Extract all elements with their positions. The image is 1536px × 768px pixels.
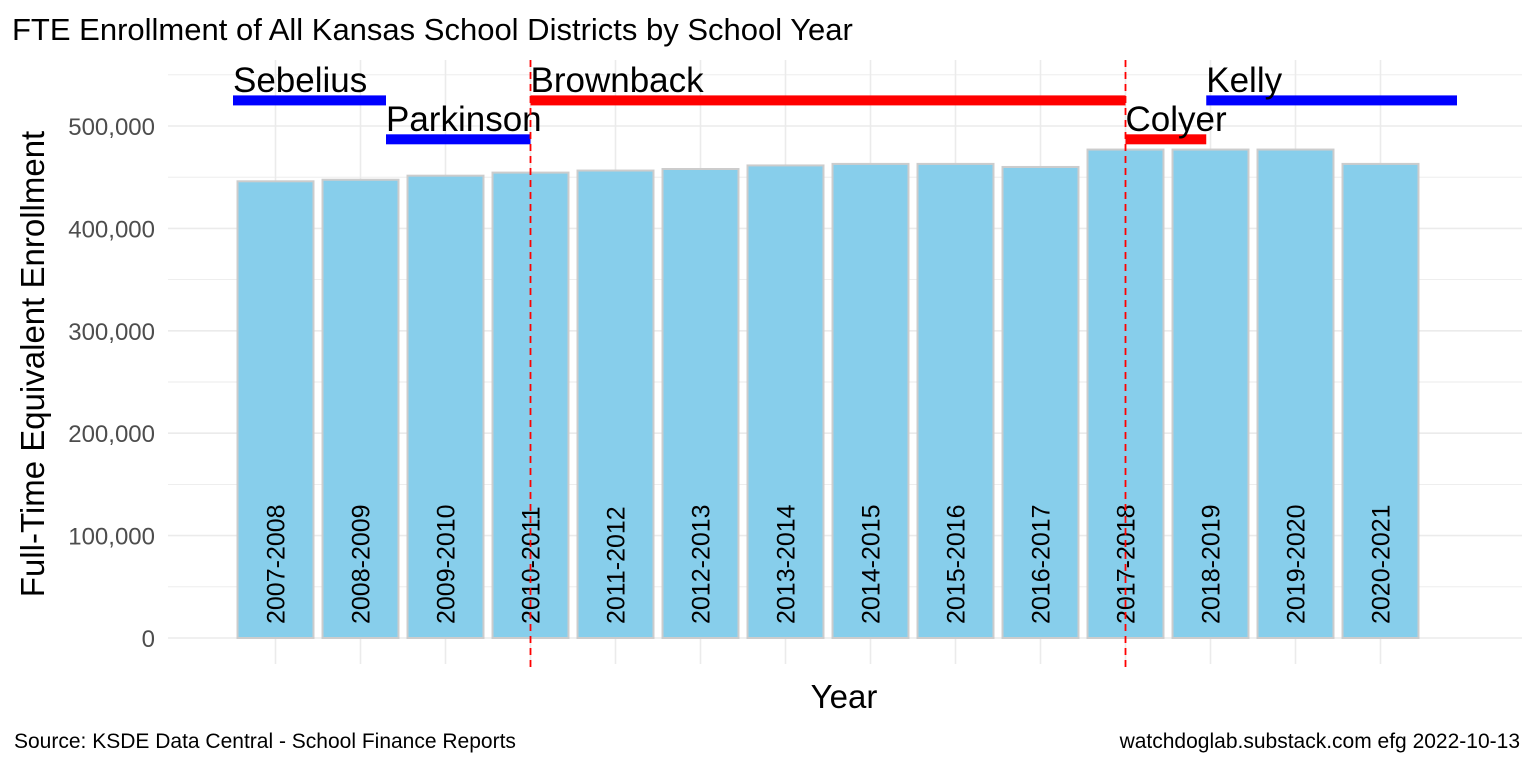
y-tick-label: 0 bbox=[142, 626, 155, 653]
bar-2012-2013 bbox=[661, 168, 740, 639]
y-tick-label: 400,000 bbox=[68, 216, 155, 243]
bar-2019-2020 bbox=[1256, 148, 1335, 639]
y-tick-label: 300,000 bbox=[68, 319, 155, 346]
category-label: 2008-2009 bbox=[348, 504, 376, 624]
bar-2013-2014 bbox=[746, 164, 825, 639]
term-bar-brownback bbox=[530, 95, 1126, 106]
bar-2009-2010 bbox=[406, 174, 485, 639]
term-bar-kelly bbox=[1206, 95, 1457, 106]
term-label-sebelius: Sebelius bbox=[233, 61, 367, 100]
term-label-parkinson: Parkinson bbox=[386, 100, 542, 139]
term-label-kelly: Kelly bbox=[1206, 61, 1282, 100]
bar-2020-2021 bbox=[1341, 162, 1420, 639]
category-label: 2018-2019 bbox=[1198, 504, 1226, 624]
category-label: 2010-2011 bbox=[518, 506, 546, 624]
category-label: 2007-2008 bbox=[263, 504, 291, 624]
source-caption: Source: KSDE Data Central - School Finan… bbox=[14, 730, 516, 753]
x-axis-title: Year bbox=[811, 678, 878, 715]
bar-2010-2011 bbox=[491, 171, 570, 639]
category-label: 2019-2020 bbox=[1283, 504, 1311, 624]
credit-caption: watchdoglab.substack.com efg 2022-10-13 bbox=[1119, 730, 1520, 753]
category-label: 2013-2014 bbox=[773, 504, 801, 624]
bar-2011-2012 bbox=[576, 169, 655, 639]
bar-2008-2009 bbox=[321, 178, 400, 639]
y-tick-label: 100,000 bbox=[68, 524, 155, 551]
bars bbox=[236, 148, 1420, 640]
y-tick-label: 500,000 bbox=[68, 114, 155, 141]
y-axis-ticks: 0 100,000 200,000 300,000 400,000 500,000 bbox=[68, 114, 155, 653]
bar-2016-2017 bbox=[1001, 165, 1080, 640]
term-label-brownback: Brownback bbox=[531, 61, 705, 100]
term-bar-sebelius bbox=[233, 95, 386, 106]
category-label: 2011-2012 bbox=[603, 506, 631, 624]
chart-title: FTE Enrollment of All Kansas School Dist… bbox=[12, 12, 853, 47]
term-label-colyer: Colyer bbox=[1126, 100, 1227, 139]
bar-2014-2015 bbox=[831, 162, 910, 639]
category-label: 2017-2018 bbox=[1113, 504, 1141, 624]
category-label: 2015-2016 bbox=[943, 504, 971, 624]
category-label: 2020-2021 bbox=[1368, 504, 1396, 624]
category-label: 2009-2010 bbox=[433, 504, 461, 624]
term-bar-colyer bbox=[1125, 134, 1207, 145]
term-bar-parkinson bbox=[386, 134, 531, 145]
category-label: 2012-2013 bbox=[688, 504, 716, 624]
bar-2018-2019 bbox=[1171, 148, 1250, 639]
y-axis-title: Full-Time Equivalent Enrollment bbox=[14, 131, 51, 597]
bar-labels: 2007-2008 2008-2009 2009-2010 2010-2011 2011… bbox=[263, 504, 1396, 624]
bar-2007-2008 bbox=[236, 180, 315, 640]
category-label: 2014-2015 bbox=[858, 504, 886, 624]
category-label: 2016-2017 bbox=[1028, 504, 1056, 624]
term-boundary-lines bbox=[529, 60, 1127, 670]
y-tick-label: 200,000 bbox=[68, 421, 155, 448]
bar-2015-2016 bbox=[916, 162, 995, 639]
